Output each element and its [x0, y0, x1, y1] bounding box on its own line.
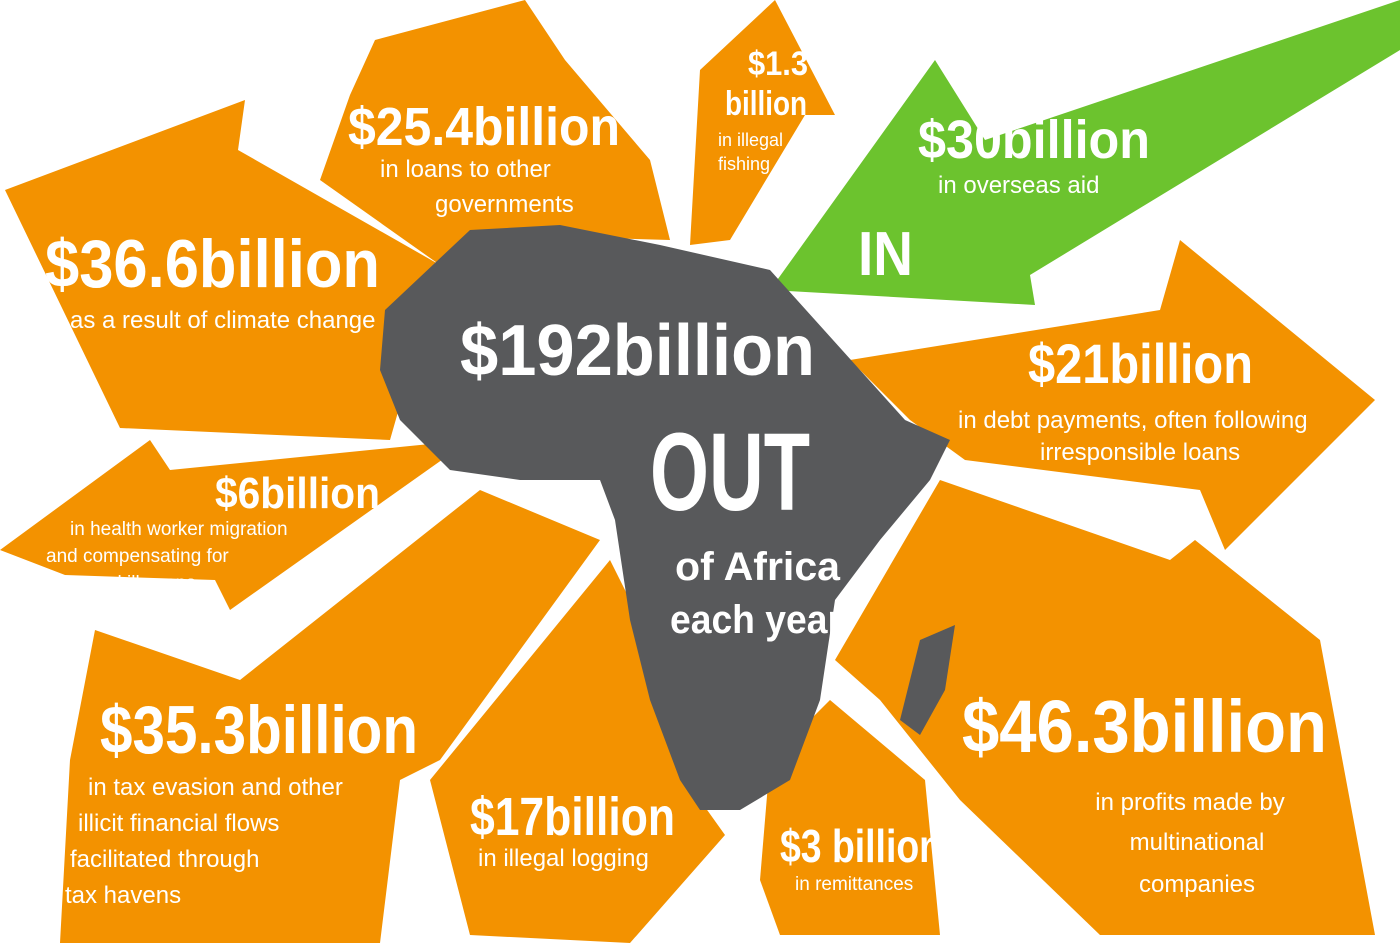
description: governments — [435, 191, 574, 218]
amount: $6billion — [215, 469, 380, 518]
description: in illegal — [718, 130, 783, 150]
amount: $46.3billion — [962, 685, 1327, 768]
description: as a result of climate change — [70, 307, 376, 334]
inflow-amount: $30billion — [918, 110, 1150, 170]
arrow — [0, 440, 470, 610]
arrow — [850, 240, 1375, 550]
amount: $1.3 — [748, 45, 808, 83]
arrow — [320, 0, 670, 265]
description: in tax evasion and other — [88, 774, 343, 801]
description: in illegal logging — [478, 845, 649, 872]
description: skills gaps — [108, 573, 196, 594]
center-line: each year — [670, 598, 842, 642]
description: facilitated through — [70, 846, 259, 873]
amount: $25.4billion — [348, 97, 620, 157]
inflow-direction: IN — [858, 220, 913, 289]
amount: $35.3billion — [100, 692, 418, 768]
center-direction: OUT — [650, 411, 810, 534]
amount: $3 billion — [780, 820, 942, 872]
description: fishing — [718, 154, 770, 174]
amount-unit: billion — [725, 85, 807, 123]
description: illicit financial flows — [78, 810, 279, 837]
description: irresponsible loans — [1040, 439, 1240, 466]
description: in loans to other — [380, 156, 551, 183]
description: multinational — [1130, 829, 1265, 856]
arrow — [60, 490, 600, 943]
description: in profits made by — [1095, 789, 1284, 816]
arrow — [760, 700, 940, 935]
amount: $21billion — [1028, 332, 1253, 395]
description: and compensating for — [46, 546, 229, 567]
amount: $36.6billion — [45, 226, 380, 302]
description: in health worker migration — [70, 519, 288, 540]
arrow-in — [770, 0, 1400, 305]
africa-map — [380, 225, 955, 810]
amount: $17billion — [470, 787, 675, 847]
description: in remittances — [795, 874, 913, 895]
center-line: of Africa — [675, 545, 841, 589]
arrow — [5, 100, 440, 440]
description: companies — [1139, 871, 1255, 898]
arrow — [690, 0, 835, 245]
arrow — [835, 480, 1375, 935]
description: in debt payments, often following — [958, 407, 1308, 434]
center-amount: $192billion — [460, 311, 815, 391]
description: tax havens — [65, 882, 181, 909]
inflow-description: in overseas aid — [938, 172, 1099, 199]
